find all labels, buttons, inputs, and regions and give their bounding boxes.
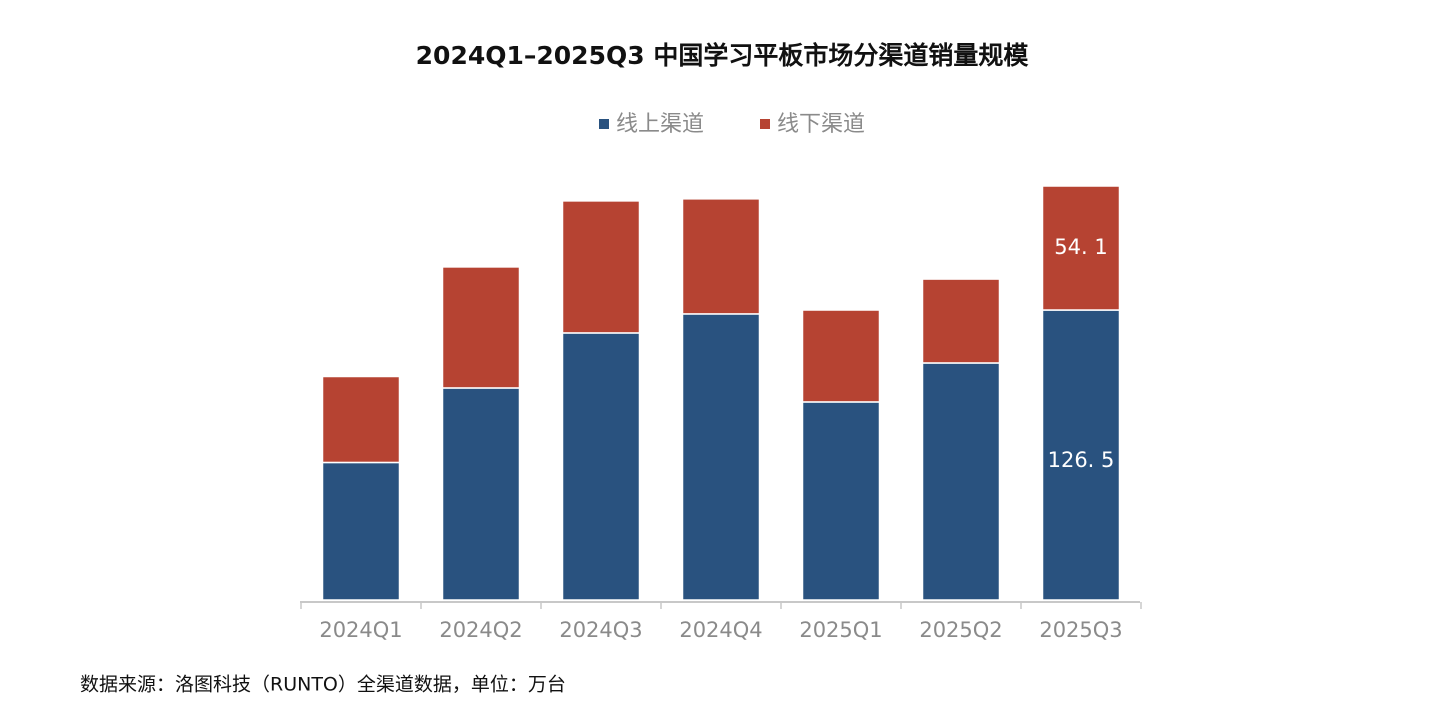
bar-segment	[681, 198, 761, 315]
bar-segment	[1041, 309, 1121, 601]
legend-swatch	[760, 119, 770, 129]
bar-segment	[801, 309, 881, 403]
data-label: 54. 1	[1054, 235, 1107, 259]
x-tick-label: 2025Q2	[919, 618, 1002, 642]
bar-segment	[801, 401, 881, 601]
x-tick-label: 2025Q3	[1039, 618, 1122, 642]
legend-label: 线上渠道	[616, 112, 704, 137]
chart-title: 2024Q1–2025Q3 中国学习平板市场分渠道销量规模	[416, 41, 1030, 70]
bar-segment	[321, 375, 401, 464]
source-note: 数据来源：洛图科技（RUNTO）全渠道数据，单位：万台	[80, 674, 566, 696]
bar-segment	[441, 387, 521, 601]
bar-segment	[1041, 185, 1121, 311]
bar-segment	[921, 278, 1001, 364]
bar-segment	[561, 332, 641, 601]
x-tick-label: 2024Q4	[679, 618, 762, 642]
data-label: 126. 5	[1048, 448, 1115, 472]
x-tick-label: 2025Q1	[799, 618, 882, 642]
x-tick-label: 2024Q1	[319, 618, 402, 642]
bar-segment	[441, 266, 521, 389]
bar-segment	[921, 362, 1001, 601]
legend-swatch	[599, 119, 609, 129]
bar-segment	[561, 200, 641, 334]
x-tick-label: 2024Q2	[439, 618, 522, 642]
bar-segment	[321, 461, 401, 601]
x-tick-label: 2024Q3	[559, 618, 642, 642]
bar-segment	[681, 313, 761, 601]
legend-label: 线下渠道	[777, 112, 865, 137]
